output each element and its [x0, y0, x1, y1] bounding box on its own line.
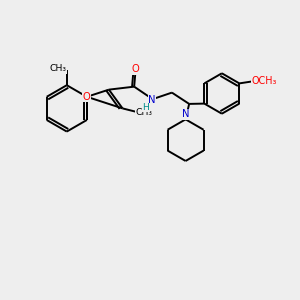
Text: N: N — [148, 95, 156, 105]
Text: CH₃: CH₃ — [136, 107, 153, 116]
Text: OCH₃: OCH₃ — [251, 76, 276, 86]
Text: CH₃: CH₃ — [50, 64, 67, 74]
Text: O: O — [83, 92, 91, 102]
Text: O: O — [132, 64, 140, 74]
Text: H: H — [142, 103, 149, 112]
Text: N: N — [182, 109, 189, 119]
